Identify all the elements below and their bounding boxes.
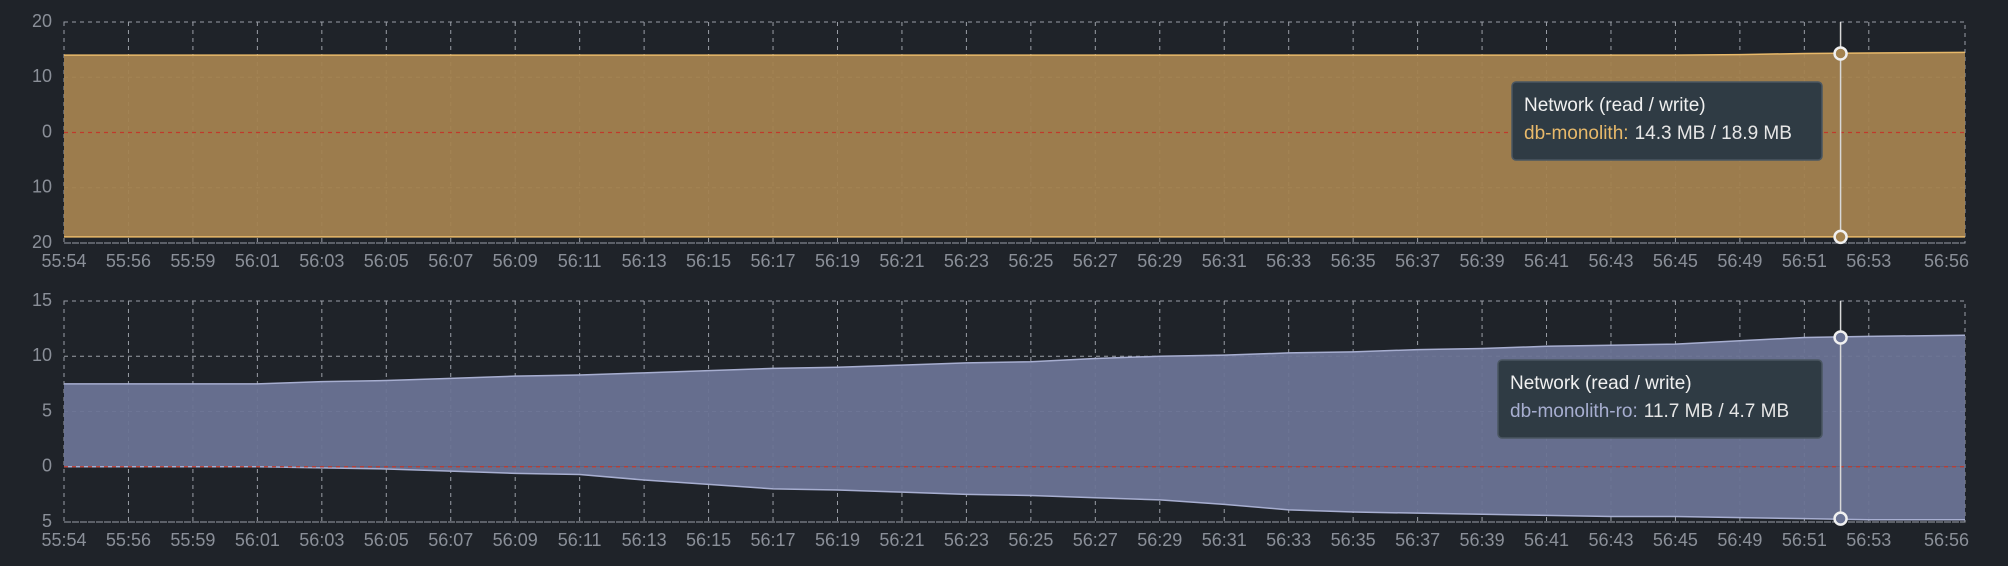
x-tick-label: 55:56 <box>106 251 151 271</box>
x-tick-label: 55:59 <box>170 530 215 550</box>
x-tick-label: 56:43 <box>1588 530 1633 550</box>
x-tick-label: 55:54 <box>41 530 86 550</box>
x-tick-label: 56:27 <box>1073 530 1118 550</box>
x-tick-label: 56:27 <box>1073 251 1118 271</box>
x-tick-label: 56:11 <box>558 251 602 271</box>
x-tick-label: 56:51 <box>1782 530 1827 550</box>
x-tick-label: 56:21 <box>879 251 924 271</box>
area-line <box>64 466 1965 521</box>
area-line <box>64 334 1966 385</box>
tooltip <box>1497 359 1823 439</box>
x-tick-label: 56:45 <box>1653 251 1698 271</box>
x-tick-label: 56:49 <box>1717 251 1762 271</box>
x-tick-label: 56:15 <box>686 251 731 271</box>
x-tick-label: 56:51 <box>1782 251 1827 271</box>
x-tick-label: 56:07 <box>428 530 473 550</box>
y-tick-label: 10 <box>32 177 52 197</box>
tooltip-series: db-monolith: <box>1524 123 1629 144</box>
x-tick-label: 56:17 <box>751 251 796 271</box>
x-tick-label: 56:13 <box>622 530 667 550</box>
y-tick-label: 15 <box>32 290 52 310</box>
cursor-dot <box>1833 511 1848 526</box>
tooltip-title: Network (read / write) <box>1524 95 1706 116</box>
x-tick-label: 56:41 <box>1524 530 1569 550</box>
cursor-dot <box>1833 229 1848 245</box>
x-tick-label: 56:37 <box>1395 530 1440 550</box>
x-tick-label: 56:19 <box>815 530 860 550</box>
x-tick-label: 56:56 <box>1924 530 1969 550</box>
tooltip <box>1511 81 1823 161</box>
x-tick-label: 56:01 <box>235 530 280 550</box>
x-tick-label: 56:25 <box>1008 530 1053 550</box>
x-tick-label: 55:59 <box>170 251 215 271</box>
tooltip-row: db-monolith: 14.3 MB / 18.9 MB <box>1524 123 1792 144</box>
x-tick-label: 56:33 <box>1266 251 1311 271</box>
x-tick-label: 56:49 <box>1717 530 1762 550</box>
x-tick-label: 56:39 <box>1460 530 1505 550</box>
x-tick-label: 56:17 <box>751 530 796 550</box>
tooltip-series: db-monolith-ro: <box>1510 401 1638 422</box>
x-tick-label: 56:09 <box>493 251 538 271</box>
x-tick-label: 56:33 <box>1266 530 1311 550</box>
x-tick-label: 56:05 <box>364 251 409 271</box>
y-tick-label: 5 <box>42 400 52 420</box>
x-tick-label: 56:09 <box>493 530 538 550</box>
y-tick-label: 0 <box>42 456 52 476</box>
x-tick-label: 56:29 <box>1137 251 1182 271</box>
y-tick-label: 5 <box>42 511 52 531</box>
x-tick-label: 56:53 <box>1846 530 1891 550</box>
x-tick-label: 56:13 <box>622 251 667 271</box>
tooltip-value: 11.7 MB / 4.7 MB <box>1644 401 1789 422</box>
cursor-dot <box>1833 330 1848 345</box>
x-tick-label: 56:31 <box>1202 530 1247 550</box>
x-tick-label: 56:31 <box>1202 251 1247 271</box>
area <box>64 132 1965 237</box>
x-tick-label: 56:35 <box>1331 251 1376 271</box>
tooltip-title: Network (read / write) <box>1510 373 1692 394</box>
x-tick-label: 56:39 <box>1460 251 1505 271</box>
x-tick-label: 56:19 <box>815 251 860 271</box>
x-tick-label: 56:23 <box>944 530 989 550</box>
area <box>64 52 1965 133</box>
y-tick-label: 0 <box>42 121 52 141</box>
x-tick-label: 56:15 <box>686 530 731 550</box>
y-tick-label: 20 <box>32 11 52 31</box>
y-tick-label: 20 <box>32 232 52 252</box>
y-tick-label: 10 <box>32 345 52 365</box>
x-tick-label: 56:05 <box>364 530 409 550</box>
x-tick-label: 56:45 <box>1653 530 1698 550</box>
cursor-dot <box>1833 46 1848 61</box>
x-tick-label: 56:03 <box>299 530 344 550</box>
tooltip-value: 14.3 MB / 18.9 MB <box>1635 123 1792 144</box>
x-tick-label: 55:54 <box>41 251 86 271</box>
area <box>64 335 1965 467</box>
x-tick-label: 56:23 <box>944 251 989 271</box>
x-tick-label: 56:29 <box>1137 530 1182 550</box>
area <box>64 466 1965 520</box>
x-tick-label: 56:56 <box>1924 251 1969 271</box>
area-line <box>64 51 1966 56</box>
tooltip-row: db-monolith-ro: 11.7 MB / 4.7 MB <box>1510 401 1789 422</box>
x-tick-label: 56:07 <box>428 251 473 271</box>
x-tick-label: 56:53 <box>1846 251 1891 271</box>
x-tick-label: 56:35 <box>1331 530 1376 550</box>
x-tick-label: 56:25 <box>1008 251 1053 271</box>
x-tick-label: 56:41 <box>1524 251 1569 271</box>
x-tick-label: 56:11 <box>558 530 602 550</box>
x-tick-label: 55:56 <box>106 530 151 550</box>
x-tick-label: 56:21 <box>879 530 924 550</box>
x-tick-label: 56:01 <box>235 251 280 271</box>
x-tick-label: 56:37 <box>1395 251 1440 271</box>
x-tick-label: 56:03 <box>299 251 344 271</box>
y-tick-label: 10 <box>32 66 52 86</box>
x-tick-label: 56:43 <box>1588 251 1633 271</box>
